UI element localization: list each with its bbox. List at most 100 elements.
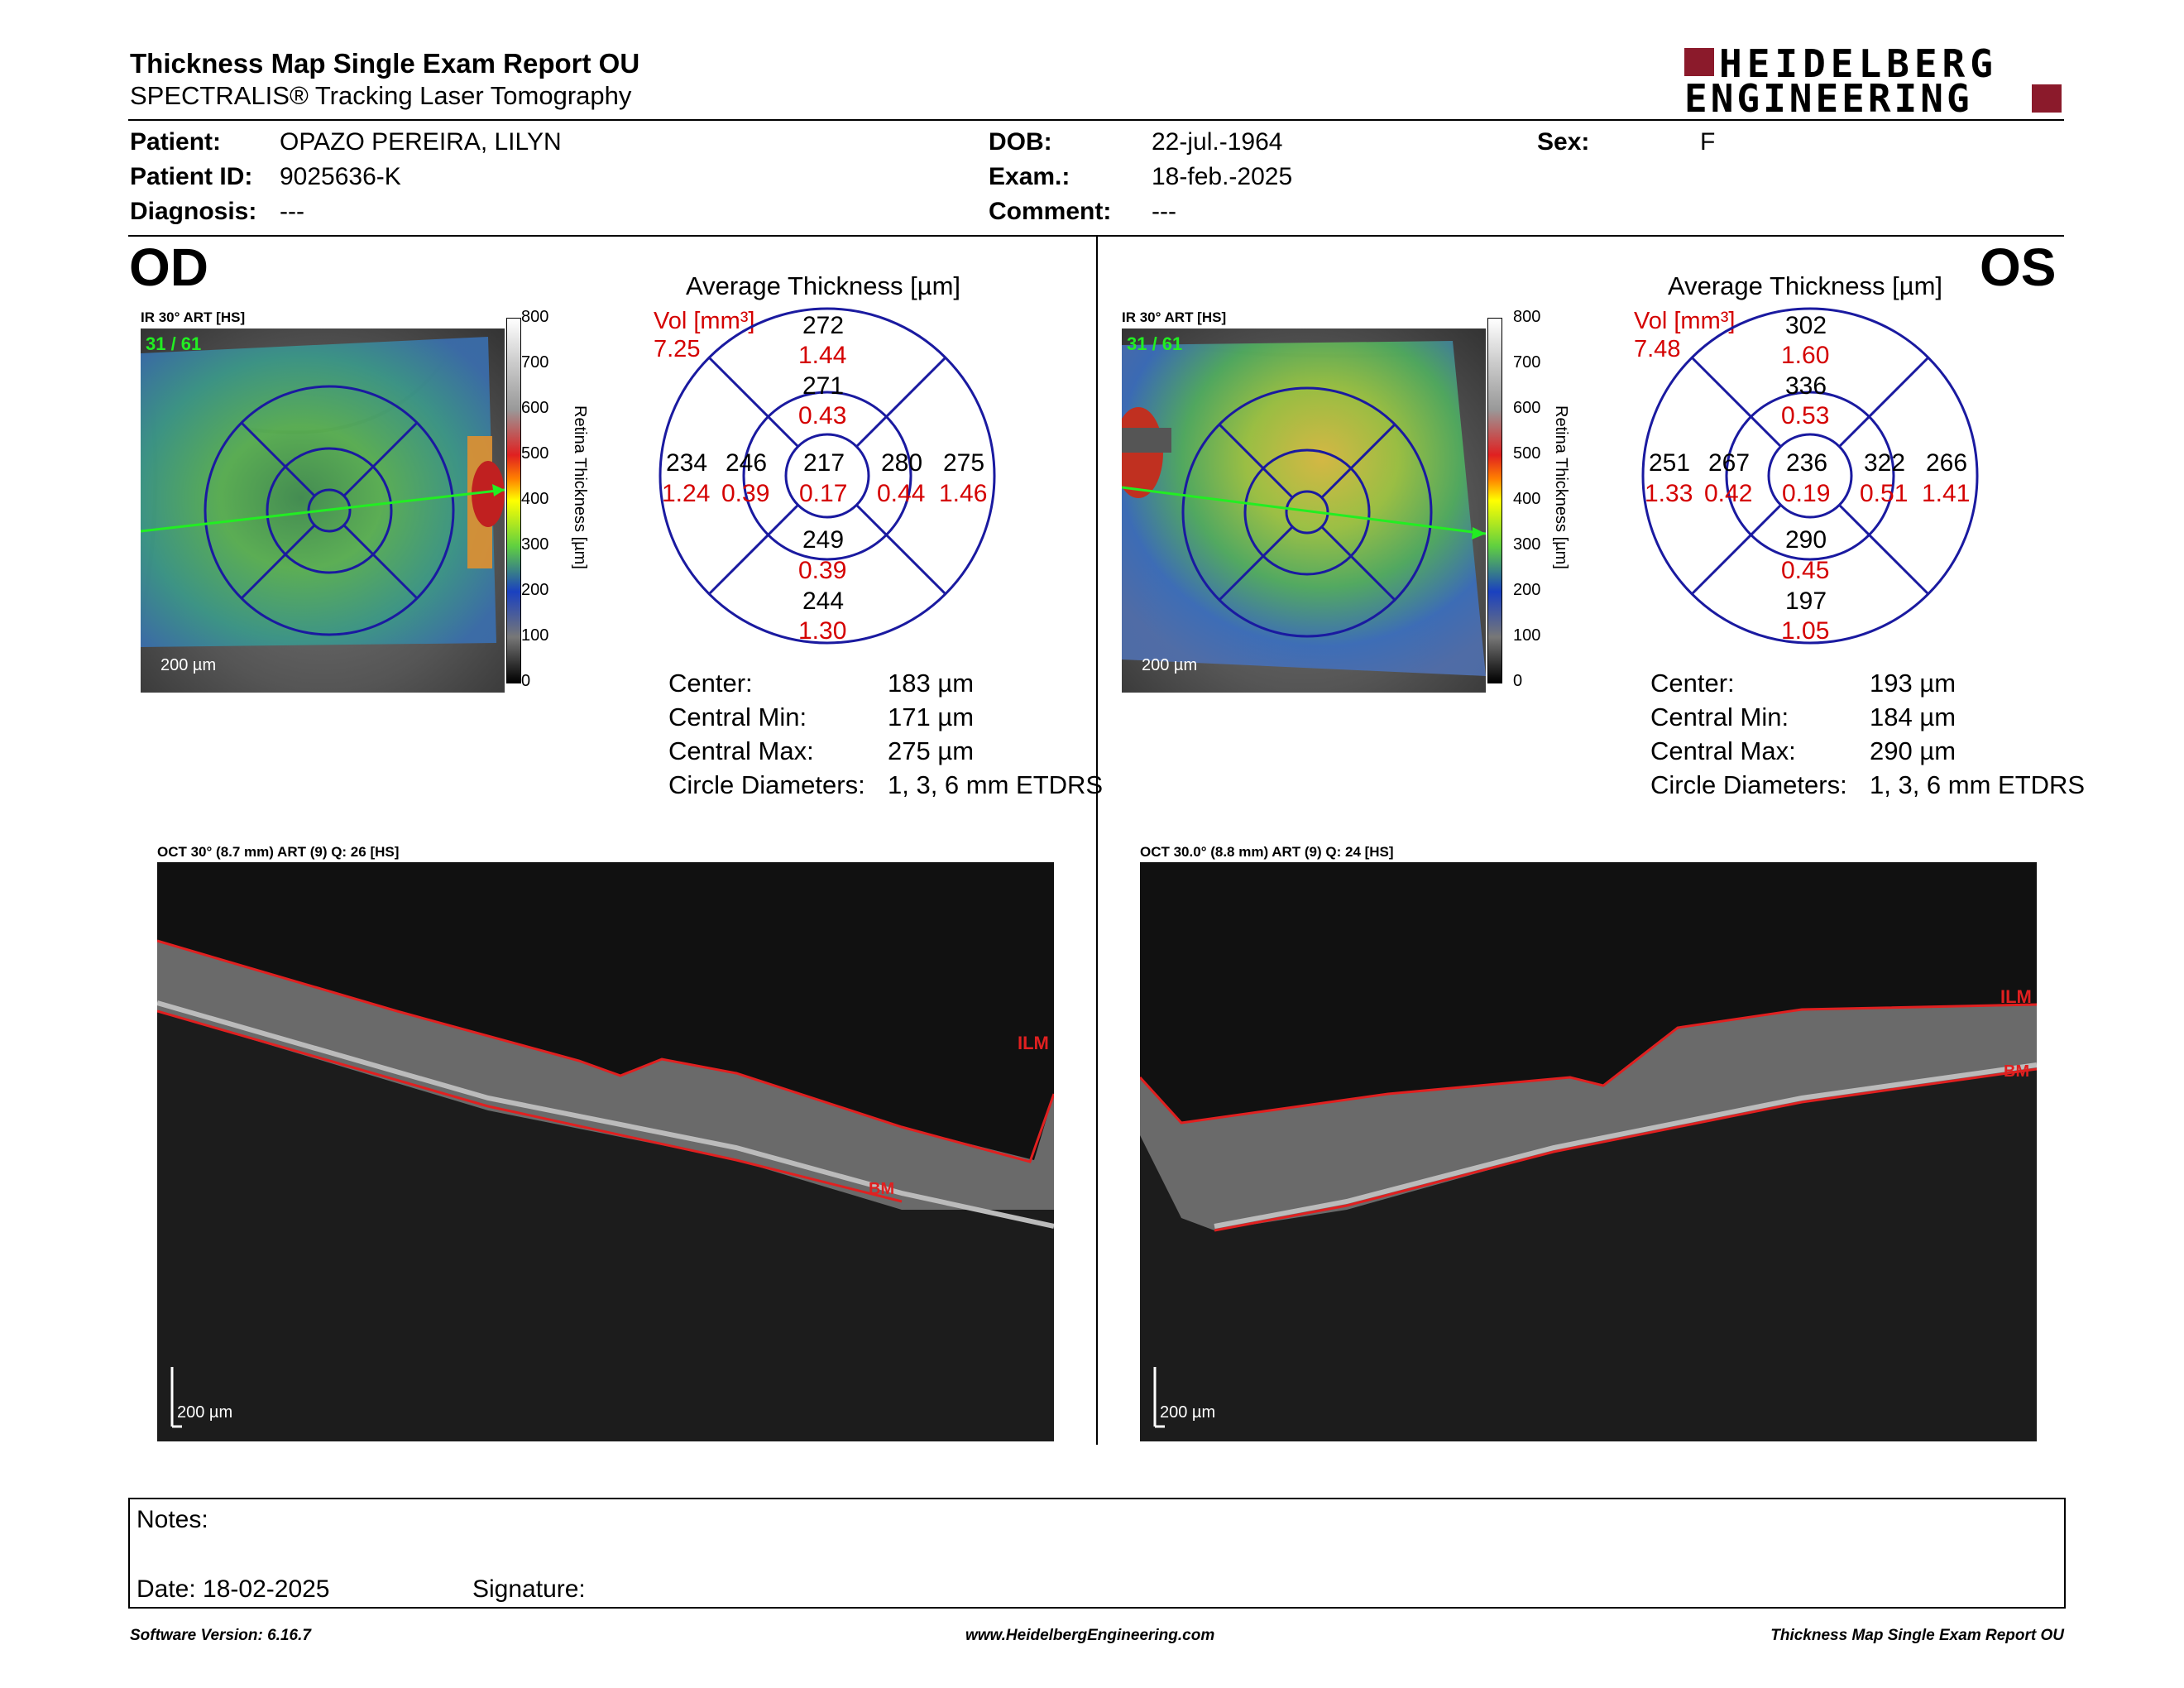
od-fundus-scale: 200 µm <box>160 656 217 674</box>
website-link[interactable]: www.HeidelbergEngineering.com <box>965 1627 1215 1644</box>
os-diam-label: Circle Diameters: <box>1650 770 1847 799</box>
os-tick-700: 700 <box>1513 353 1541 372</box>
report-subtitle: SPECTRALIS® Tracking Laser Tomography <box>130 81 632 110</box>
os-ilm-label: ILM <box>2000 986 2032 1007</box>
od-inner-left-thickness: 246 <box>726 449 768 477</box>
od-inner-inf-thickness: 249 <box>802 526 845 554</box>
od-vol-value: 7.25 <box>654 336 701 362</box>
os-colorbar <box>1487 318 1502 683</box>
signature-label: Signature: <box>472 1575 586 1603</box>
od-bm-label: BM <box>869 1180 895 1198</box>
comment-value: --- <box>1152 198 1176 225</box>
logo-square-bottom <box>2032 84 2062 113</box>
od-outer-inf-vol: 1.30 <box>798 617 847 645</box>
os-tick-500: 500 <box>1513 444 1541 463</box>
header-divider <box>128 119 2064 121</box>
os-tick-600: 600 <box>1513 399 1541 417</box>
os-outer-inf-thickness: 197 <box>1785 587 1827 615</box>
software-version: Software Version: 6.16.7 <box>130 1627 311 1644</box>
os-min-value: 184 µm <box>1870 703 1956 731</box>
od-outer-left-vol: 1.24 <box>662 480 711 507</box>
sex-value: F <box>1700 128 1716 156</box>
exam-value: 18-feb.-2025 <box>1152 163 1293 190</box>
heidelberg-logo: HEIDELBERG ENGINEERING <box>1684 41 2065 121</box>
od-max-value: 275 µm <box>888 736 975 765</box>
od-inner-right-thickness: 280 <box>881 449 923 477</box>
os-center-label: Center: <box>1650 669 1735 698</box>
os-inner-left-thickness: 267 <box>1708 449 1751 477</box>
os-center-value: 193 µm <box>1870 669 1956 698</box>
os-chart-title: Average Thickness [µm] <box>1668 271 1943 300</box>
od-inner-right-vol: 0.44 <box>877 480 926 507</box>
os-fundus-image: 31 / 61 200 µm <box>1122 328 1486 693</box>
os-center-vol: 0.19 <box>1782 480 1831 507</box>
dob-value: 22-jul.-1964 <box>1152 128 1283 156</box>
od-tick-0: 0 <box>521 672 531 690</box>
patient-label: Patient: <box>130 128 222 156</box>
os-outer-inf-vol: 1.05 <box>1781 617 1830 645</box>
od-colorbar <box>506 318 521 683</box>
date-label: Date: 18-02-2025 <box>136 1575 330 1603</box>
eye-divider <box>1096 237 1098 1445</box>
od-tick-500: 500 <box>521 444 549 463</box>
os-inner-inf-vol: 0.45 <box>1781 557 1830 584</box>
od-tick-700: 700 <box>521 353 549 372</box>
od-oct-svg <box>157 939 1054 1441</box>
os-oct-image: ILM BM 200 µm <box>1140 862 2037 1441</box>
report-title: Thickness Map Single Exam Report OU <box>130 48 640 79</box>
od-ilm-label: ILM <box>1018 1033 1049 1053</box>
od-center-value: 183 µm <box>888 669 975 698</box>
os-vol-label: Vol [mm³] <box>1634 308 1736 334</box>
patient-id-value: 9025636-K <box>280 163 401 190</box>
os-ir-label: IR 30° ART [HS] <box>1122 309 1227 325</box>
od-min-value: 171 µm <box>888 703 975 731</box>
od-min-label: Central Min: <box>668 703 807 731</box>
os-outer-right-thickness: 266 <box>1926 449 1968 477</box>
notes-box[interactable]: Notes: Date: 18-02-2025 Signature: <box>128 1498 2066 1609</box>
od-etdrs-grid <box>659 307 996 645</box>
sex-label: Sex: <box>1537 128 1590 156</box>
os-outer-right-vol: 1.41 <box>1922 480 1971 507</box>
od-ir-label: IR 30° ART [HS] <box>141 309 246 325</box>
od-outer-right-vol: 1.46 <box>939 480 988 507</box>
os-oct-scale: 200 µm <box>1160 1403 1216 1422</box>
os-fundus-svg <box>1122 341 1486 676</box>
od-outer-left-thickness: 234 <box>666 449 708 477</box>
diagnosis-value: --- <box>280 198 304 225</box>
exam-label: Exam.: <box>989 163 1070 190</box>
od-center-vol: 0.17 <box>799 480 848 507</box>
os-tick-100: 100 <box>1513 626 1541 645</box>
comment-label: Comment: <box>989 198 1112 225</box>
os-etdrs-grid <box>1641 307 1979 645</box>
od-colorbar-title: Retina Thickness [µm] <box>571 405 589 569</box>
os-inner-sup-thickness: 336 <box>1785 372 1827 400</box>
od-vol-label: Vol [mm³] <box>654 308 755 334</box>
patient-id-label: Patient ID: <box>130 163 253 190</box>
od-oct-label: OCT 30° (8.7 mm) ART (9) Q: 26 [HS] <box>157 844 400 860</box>
od-oct-scale: 200 µm <box>177 1403 233 1422</box>
od-fundus-svg <box>141 337 505 647</box>
os-tick-200: 200 <box>1513 581 1541 599</box>
od-etdrs-values: 272 1.44 271 0.43 234 1.24 246 0.39 217 … <box>658 306 997 645</box>
os-oct-label: OCT 30.0° (8.8 mm) ART (9) Q: 24 [HS] <box>1140 844 1394 860</box>
logo-text-line1: HEIDELBERG <box>1719 41 1998 86</box>
os-bm-label: BM <box>2004 1062 2030 1081</box>
os-outer-left-thickness: 251 <box>1649 449 1691 477</box>
os-outer-sup-thickness: 302 <box>1785 312 1827 339</box>
os-colorbar-ticks: 800 700 600 500 400 300 200 100 0 <box>1513 308 1546 697</box>
os-tick-800: 800 <box>1513 308 1541 326</box>
os-inner-right-vol: 0.51 <box>1860 480 1909 507</box>
os-tick-400: 400 <box>1513 490 1541 508</box>
od-outer-inf-thickness: 244 <box>802 587 845 615</box>
os-outer-sup-vol: 1.60 <box>1781 342 1830 369</box>
os-max-label: Central Max: <box>1650 736 1796 765</box>
od-tick-300: 300 <box>521 535 549 554</box>
od-colorbar-ticks: 800 700 600 500 400 300 200 100 0 <box>521 308 554 697</box>
od-inner-sup-thickness: 271 <box>802 372 845 400</box>
od-oct-image: ILM BM 200 µm <box>157 862 1054 1441</box>
os-etdrs-values: 302 1.60 336 0.53 251 1.33 267 0.42 236 … <box>1640 306 1980 645</box>
od-center-thickness: 217 <box>803 449 845 477</box>
od-frame-counter: 31 / 61 <box>146 333 202 354</box>
os-inner-left-vol: 0.42 <box>1704 480 1753 507</box>
od-diam-value: 1, 3, 6 mm ETDRS <box>888 770 1104 799</box>
